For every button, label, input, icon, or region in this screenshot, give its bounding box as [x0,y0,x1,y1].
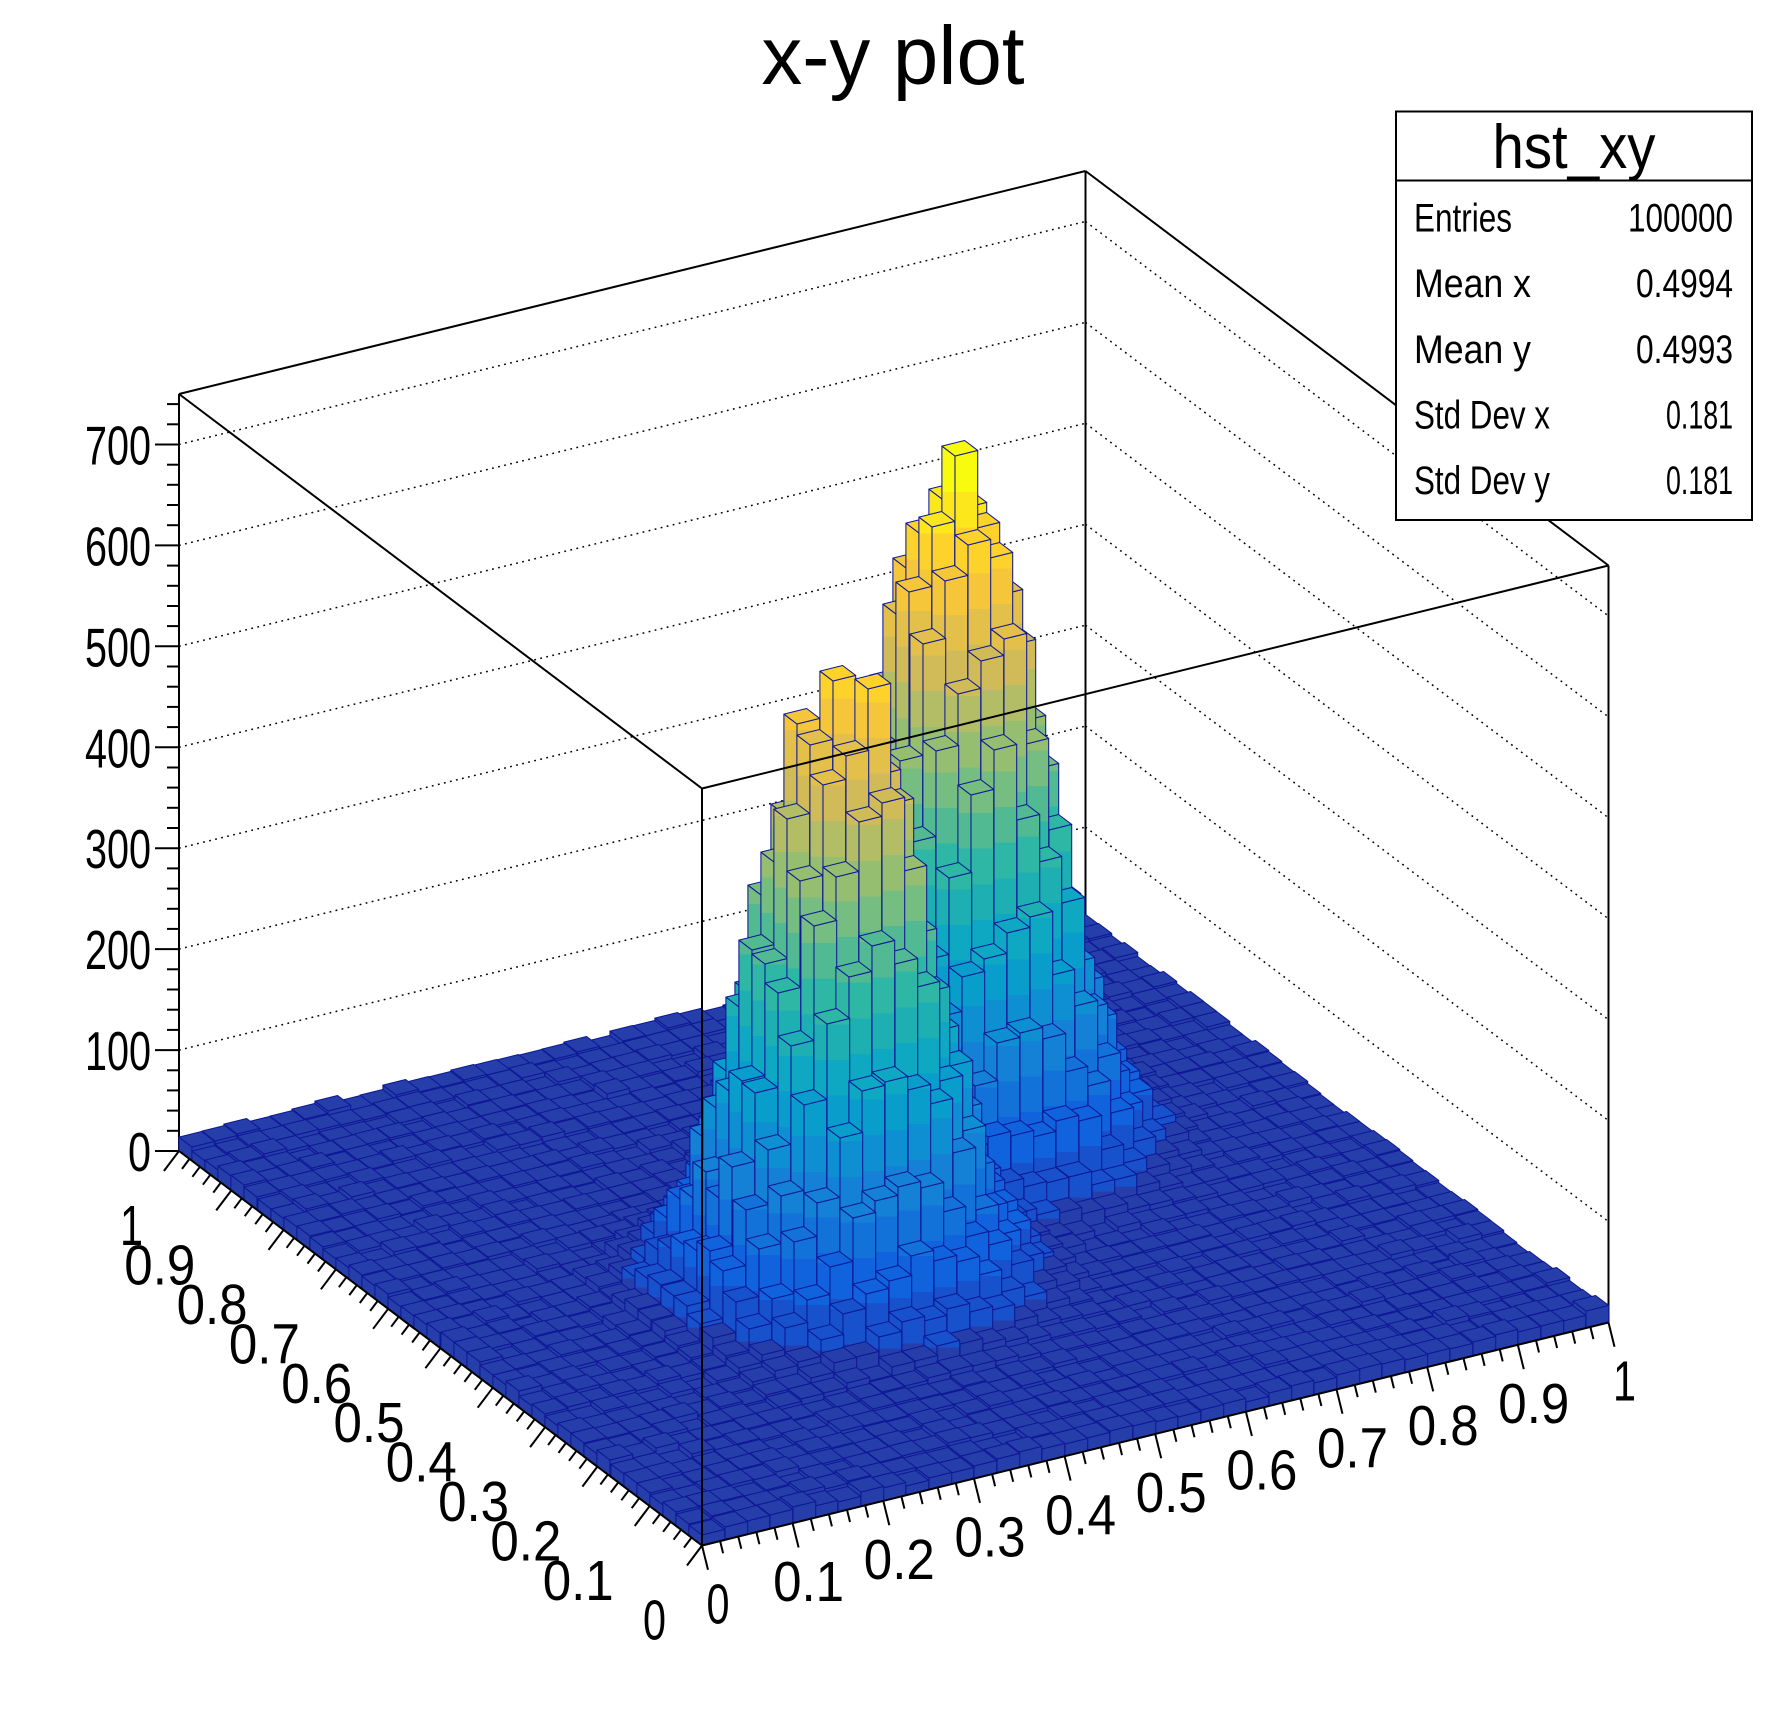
svg-text:0.7: 0.7 [1317,1416,1388,1480]
svg-text:0.4993: 0.4993 [1636,328,1733,372]
svg-text:0.8: 0.8 [177,1273,248,1337]
svg-text:400: 400 [85,717,151,779]
svg-text:0.5: 0.5 [334,1391,405,1455]
svg-text:0.4: 0.4 [1045,1483,1116,1547]
svg-text:0.2: 0.2 [864,1528,935,1592]
svg-text:200: 200 [85,919,151,981]
svg-text:Mean x: Mean x [1414,262,1531,306]
svg-text:0.181: 0.181 [1666,459,1733,503]
svg-text:0.4: 0.4 [386,1431,457,1495]
svg-text:0: 0 [128,1121,151,1183]
svg-text:0.1: 0.1 [773,1550,844,1614]
svg-text:Std Dev x: Std Dev x [1414,393,1550,437]
svg-text:0.8: 0.8 [1408,1394,1479,1458]
svg-text:0.6: 0.6 [281,1352,352,1416]
svg-text:700: 700 [85,415,151,477]
svg-text:0: 0 [643,1589,666,1653]
svg-text:0: 0 [707,1573,730,1637]
svg-text:0.6: 0.6 [1226,1439,1297,1503]
svg-text:0.9: 0.9 [124,1234,195,1298]
svg-text:0.181: 0.181 [1666,393,1733,437]
svg-text:0.1: 0.1 [543,1549,614,1613]
svg-text:hst_xy: hst_xy [1493,113,1656,182]
svg-text:600: 600 [85,515,151,577]
svg-text:0.3: 0.3 [955,1506,1026,1570]
svg-text:100000: 100000 [1628,197,1733,241]
svg-text:100: 100 [85,1020,151,1082]
svg-text:0.5: 0.5 [1136,1461,1207,1525]
svg-text:Entries: Entries [1414,197,1512,241]
svg-text:x-y plot: x-y plot [762,9,1025,102]
svg-text:0.4994: 0.4994 [1636,262,1733,306]
svg-text:Mean y: Mean y [1414,328,1531,372]
svg-text:300: 300 [85,818,151,880]
svg-text:0.2: 0.2 [490,1510,561,1574]
svg-text:Std Dev y: Std Dev y [1414,459,1550,503]
svg-text:0.9: 0.9 [1498,1372,1569,1436]
svg-text:1: 1 [120,1194,143,1258]
svg-text:0.7: 0.7 [229,1312,300,1376]
svg-text:1: 1 [1613,1350,1636,1414]
svg-text:500: 500 [85,616,151,678]
svg-text:0.3: 0.3 [438,1470,509,1534]
